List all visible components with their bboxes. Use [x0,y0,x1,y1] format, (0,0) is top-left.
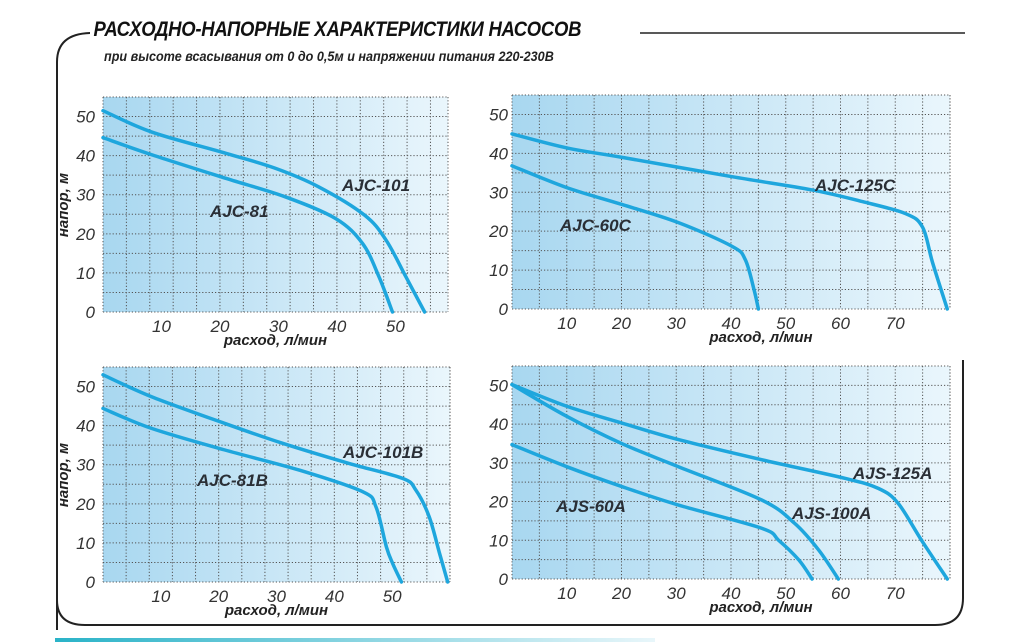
series-label: AJS-100A [791,504,871,523]
series-line-ajs-60a [510,442,814,581]
chart-4: 0 10 20 30 40 50 10 20 30 40 50 60 70 расход, л/мин AJ… [488,365,951,616]
x-tick-label: 20 [611,314,631,333]
series-line-ajc-101 [101,108,427,314]
y-tick-label: 30 [489,454,508,473]
chart-3: 0 10 20 30 40 50 10 20 30 40 50 расход, л/мин напор,… [55,366,451,619]
y-tick-label: 50 [76,378,95,397]
x-tick-label: 40 [325,587,344,606]
y-tick-label: 0 [86,573,96,592]
frame-border-bottom [56,360,964,626]
series-label: AJC-60C [559,216,632,235]
y-axis-title: напор, м [55,173,72,237]
x-tick-label: 70 [886,584,905,603]
y-tick-label: 0 [499,300,509,319]
x-tick-label: 50 [386,317,405,336]
y-tick-label: 40 [489,415,508,434]
x-axis-title: расход, л/мин [224,602,328,619]
y-tick-label: 50 [489,376,508,395]
series-label: AJC-81B [196,471,268,490]
x-tick-label: 70 [886,314,905,333]
page-title: РАСХОДНО-НАПОРНЫЕ ХАРАКТЕРИСТИКИ НАСОСОВ [90,18,589,42]
x-tick-label: 10 [557,584,576,603]
series-label: AJC-125C [814,176,896,195]
series-line-ajc-81 [101,135,395,314]
y-tick-label: 20 [75,495,95,514]
x-tick-label: 30 [667,314,686,333]
y-tick-label: 50 [76,108,95,127]
series-label: AJS-60A [555,497,626,516]
y-tick-label: 20 [488,493,508,512]
chart-1: 0 10 20 30 40 50 10 20 30 40 50 расход, л/мин напор,… [55,96,449,349]
y-tick-label: 0 [499,570,509,589]
y-tick-label: 20 [75,225,95,244]
series-label: AJC-81 [209,202,269,221]
x-tick-label: 40 [327,317,346,336]
x-tick-label: 50 [776,584,795,603]
y-tick-label: 30 [76,186,95,205]
x-tick-label: 20 [611,584,631,603]
y-tick-label: 40 [76,417,95,436]
plot-area [103,97,448,312]
y-tick-label: 10 [76,264,95,283]
series-line-ajc-60c [510,164,761,311]
x-tick-label: 30 [269,317,288,336]
x-tick-label: 30 [267,587,286,606]
y-axis-title: напор, м [55,443,72,507]
y-tick-label: 40 [489,144,508,163]
y-tick-label: 10 [489,531,508,550]
page-subtitle: при высоте всасывания от 0 до 0,5м и нап… [104,48,554,64]
chart-2: 0 10 20 30 40 50 10 20 30 40 50 60 70 расход, л/мин AJ… [488,94,951,346]
y-tick-label: 30 [76,456,95,475]
series-label: AJS-125A [852,464,932,483]
x-axis-title: расход, л/мин [223,332,327,349]
series-label: AJC-101B [342,443,423,462]
y-tick-label: 0 [86,303,96,322]
x-tick-label: 10 [151,587,170,606]
series-line-ajs-125a [510,382,950,581]
series-line-ajc-101b [101,373,450,584]
x-tick-label: 40 [722,314,741,333]
y-tick-label: 10 [76,534,95,553]
bottom-accent-bar [55,638,655,642]
x-tick-label: 40 [722,584,741,603]
x-tick-label: 50 [383,587,402,606]
x-tick-label: 20 [209,317,229,336]
y-tick-label: 20 [488,222,508,241]
x-axis-title: расход, л/мин [708,329,812,346]
x-tick-label: 30 [667,584,686,603]
frame-border-left [56,32,110,630]
x-tick-label: 60 [831,314,850,333]
x-tick-label: 60 [831,584,850,603]
x-tick-label: 50 [776,314,795,333]
y-tick-label: 10 [489,261,508,280]
x-tick-label: 20 [208,587,228,606]
series-label: AJC-101 [341,176,410,195]
series-line-ajc-125c [510,132,950,311]
y-tick-label: 50 [489,105,508,124]
x-tick-label: 10 [557,314,576,333]
y-tick-label: 30 [489,183,508,202]
series-line-ajc-81b [101,406,404,584]
series-line-ajs-100a [510,382,841,581]
x-axis-title: расход, л/мин [708,599,812,616]
y-tick-label: 40 [76,147,95,166]
x-tick-label: 10 [152,317,171,336]
